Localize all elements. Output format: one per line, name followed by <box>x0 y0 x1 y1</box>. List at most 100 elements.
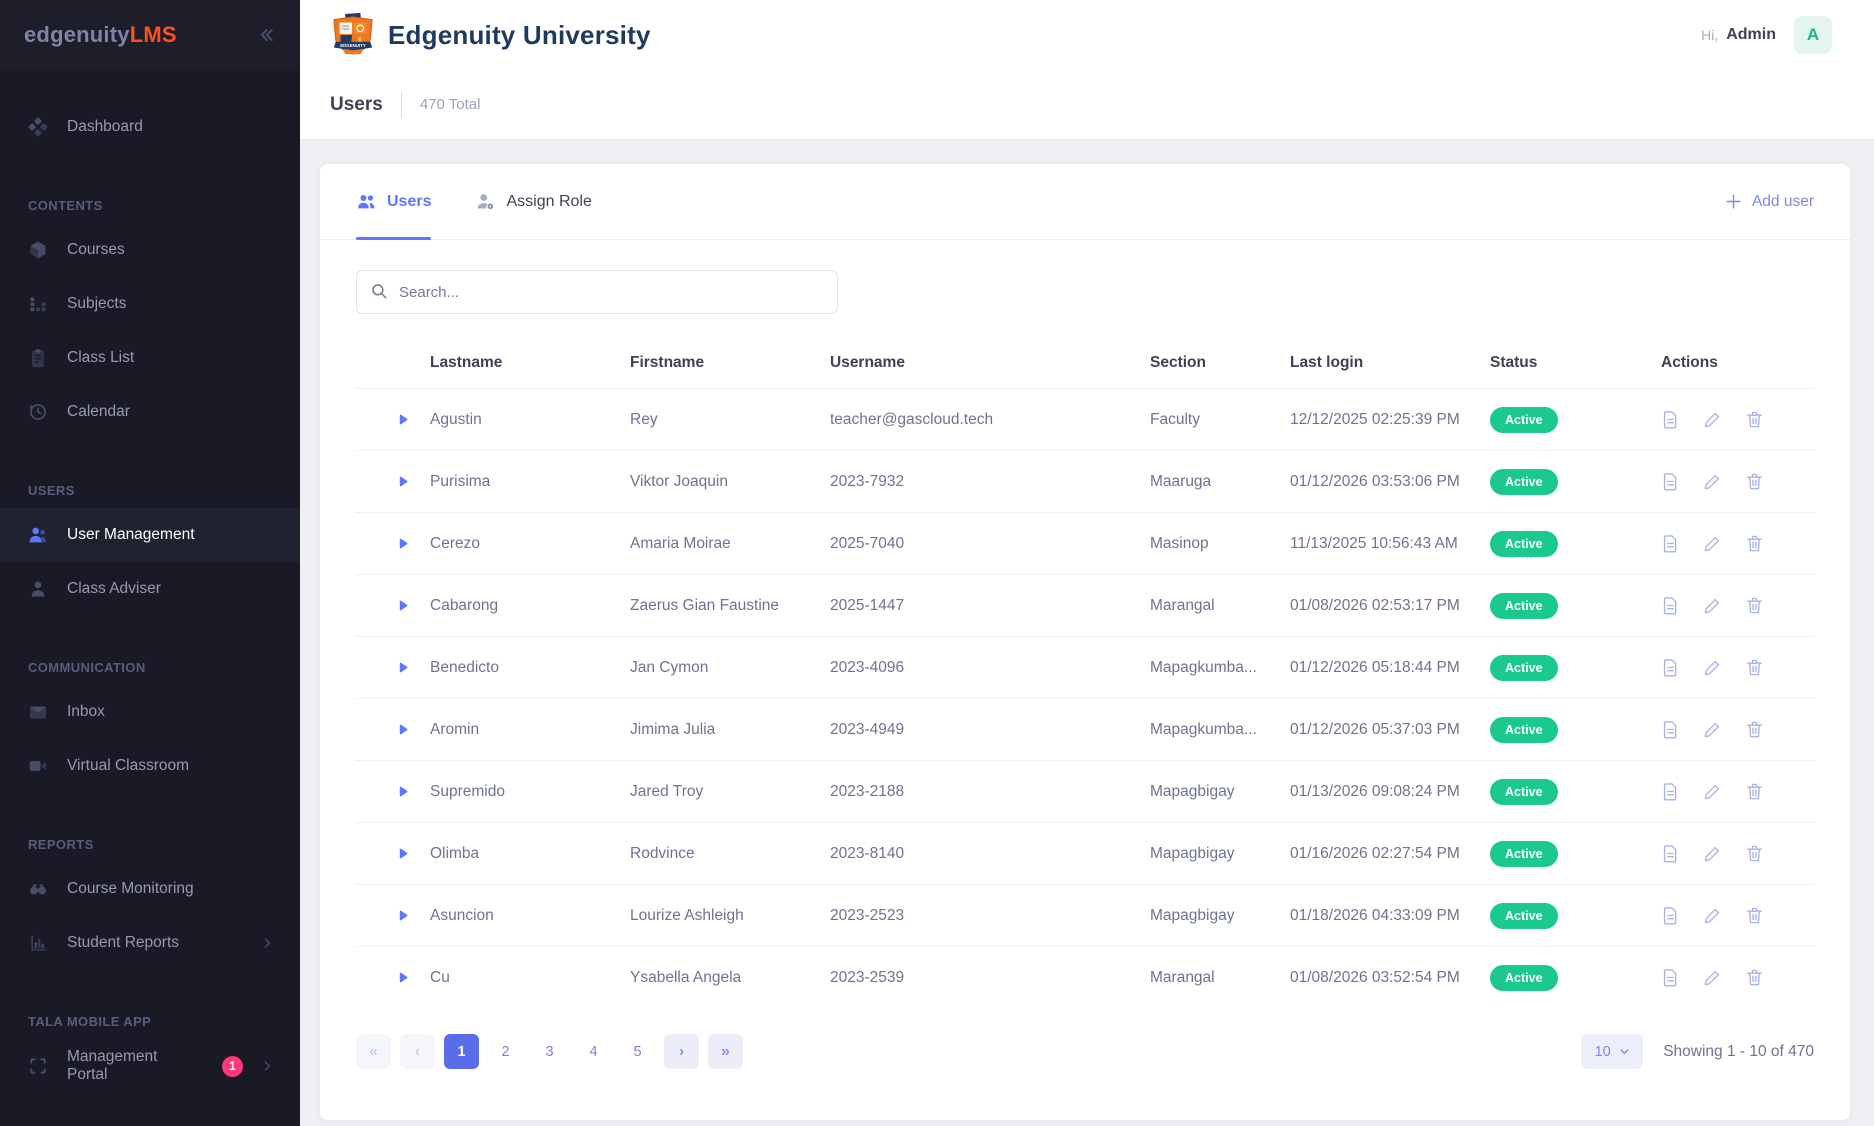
row-expand-icon[interactable] <box>396 413 409 426</box>
row-expand-icon[interactable] <box>396 599 409 612</box>
cell-actions <box>1645 658 1814 677</box>
pagination-last-button[interactable]: » <box>708 1034 743 1069</box>
row-expand-icon[interactable] <box>396 723 409 736</box>
sidebar-item-class-list[interactable]: Class List <box>0 331 300 385</box>
edit-icon[interactable] <box>1703 844 1722 863</box>
sidebar-collapse-icon[interactable] <box>256 25 276 45</box>
avatar[interactable]: A <box>1794 16 1832 54</box>
brand-logo[interactable]: edgenuityLMS <box>24 22 177 48</box>
row-expand-icon[interactable] <box>396 847 409 860</box>
row-expand-icon[interactable] <box>396 909 409 922</box>
sidebar-item-student-reports[interactable]: Student Reports <box>0 916 300 970</box>
tab-users[interactable]: Users <box>356 164 432 240</box>
edit-icon[interactable] <box>1703 596 1722 615</box>
cell-username: 2025-1447 <box>830 596 905 614</box>
sidebar-item-management-portal[interactable]: Management Portal 1 <box>0 1039 300 1093</box>
tab-label: Assign Role <box>506 192 592 210</box>
tab-assign-role[interactable]: Assign Role <box>475 164 592 239</box>
cell-actions <box>1645 968 1814 987</box>
delete-icon[interactable] <box>1745 658 1764 677</box>
view-details-icon[interactable] <box>1661 658 1680 677</box>
table-row: Purisima Viktor Joaquin 2023-7932 Maarug… <box>356 450 1814 512</box>
edit-icon[interactable] <box>1703 658 1722 677</box>
view-details-icon[interactable] <box>1661 968 1680 987</box>
card-body: Lastname Firstname Username Section Last… <box>320 240 1850 1120</box>
view-details-icon[interactable] <box>1661 410 1680 429</box>
pagination-page-button[interactable]: 2 <box>501 1043 510 1060</box>
view-details-icon[interactable] <box>1661 596 1680 615</box>
view-details-icon[interactable] <box>1661 720 1680 739</box>
pagination-prev-button[interactable]: ‹ <box>400 1034 435 1069</box>
pagination-next-button[interactable]: › <box>664 1034 699 1069</box>
cell-status: Active <box>1490 468 1645 495</box>
school-title: Edgenuity University <box>388 19 651 50</box>
cell-last-login: 01/12/2026 05:18:44 PM <box>1290 658 1460 676</box>
edit-icon[interactable] <box>1703 472 1722 491</box>
sidebar-item-course-monitoring[interactable]: Course Monitoring <box>0 862 300 916</box>
sidebar-item-label: Class List <box>67 349 135 366</box>
sidebar-item-calendar[interactable]: Calendar <box>0 385 300 439</box>
row-expand-icon[interactable] <box>396 785 409 798</box>
delete-icon[interactable] <box>1745 968 1764 987</box>
view-details-icon[interactable] <box>1661 472 1680 491</box>
cell-section: Mapagbigay <box>1150 782 1235 800</box>
row-expand-icon[interactable] <box>396 475 409 488</box>
cell-firstname: Zaerus Gian Faustine <box>630 596 780 614</box>
delete-icon[interactable] <box>1745 534 1764 553</box>
cell-last-login: 01/16/2026 02:27:54 PM <box>1290 844 1460 862</box>
sidebar-item-inbox[interactable]: Inbox <box>0 685 300 739</box>
view-details-icon[interactable] <box>1661 782 1680 801</box>
sidebar-item-subjects[interactable]: Subjects <box>0 277 300 331</box>
edit-icon[interactable] <box>1703 720 1722 739</box>
delete-icon[interactable] <box>1745 596 1764 615</box>
row-expander-cell <box>356 661 430 674</box>
cell-actions <box>1645 906 1814 925</box>
sidebar-item-class-adviser[interactable]: Class Adviser <box>0 562 300 616</box>
column-header-lastname: Lastname <box>430 354 503 371</box>
pagination-page-button[interactable]: 4 <box>589 1043 598 1060</box>
add-user-button[interactable]: Add user <box>1724 164 1814 239</box>
pagination-first-button[interactable]: « <box>356 1034 391 1069</box>
edit-icon[interactable] <box>1703 410 1722 429</box>
sidebar-item-label: Management Portal <box>67 1048 158 1083</box>
edit-icon[interactable] <box>1703 782 1722 801</box>
virtual-classroom-icon <box>26 754 50 778</box>
sidebar-item-courses[interactable]: Courses <box>0 223 300 277</box>
cell-firstname: Rodvince <box>630 844 695 862</box>
view-details-icon[interactable] <box>1661 844 1680 863</box>
sidebar-item-dashboard[interactable]: Dashboard <box>0 100 300 154</box>
pagination-page-button[interactable]: 5 <box>633 1043 642 1060</box>
row-expand-icon[interactable] <box>396 661 409 674</box>
row-expand-icon[interactable] <box>396 537 409 550</box>
search-input[interactable] <box>356 270 838 314</box>
cell-lastname: Benedicto <box>430 658 499 676</box>
pagination-page-button[interactable]: 3 <box>545 1043 554 1060</box>
sidebar-item-label: User Management <box>67 526 195 543</box>
row-expander-cell <box>356 971 430 984</box>
edit-icon[interactable] <box>1703 534 1722 553</box>
view-details-icon[interactable] <box>1661 906 1680 925</box>
sidebar-item-virtual-classroom[interactable]: Virtual Classroom <box>0 739 300 793</box>
search-icon <box>370 282 388 305</box>
page-size-select[interactable]: 10 <box>1581 1034 1644 1069</box>
pagination-page-button[interactable]: 1 <box>444 1034 479 1069</box>
edit-icon[interactable] <box>1703 906 1722 925</box>
view-details-icon[interactable] <box>1661 534 1680 553</box>
column-header-last-login: Last login <box>1290 354 1364 371</box>
column-header-username: Username <box>830 354 905 371</box>
delete-icon[interactable] <box>1745 782 1764 801</box>
delete-icon[interactable] <box>1745 720 1764 739</box>
pagination-right: 10 Showing 1 - 10 of 470 <box>1581 1034 1814 1069</box>
row-expand-icon[interactable] <box>396 971 409 984</box>
delete-icon[interactable] <box>1745 844 1764 863</box>
row-expander-cell <box>356 723 430 736</box>
cell-username: 2023-4949 <box>830 720 905 738</box>
delete-icon[interactable] <box>1745 472 1764 491</box>
delete-icon[interactable] <box>1745 410 1764 429</box>
sidebar-item-user-management[interactable]: User Management <box>0 508 300 562</box>
status-badge: Active <box>1490 406 1558 433</box>
edit-icon[interactable] <box>1703 968 1722 987</box>
add-user-label: Add user <box>1751 192 1814 210</box>
pagination-summary: Showing 1 - 10 of 470 <box>1663 1042 1814 1060</box>
delete-icon[interactable] <box>1745 906 1764 925</box>
